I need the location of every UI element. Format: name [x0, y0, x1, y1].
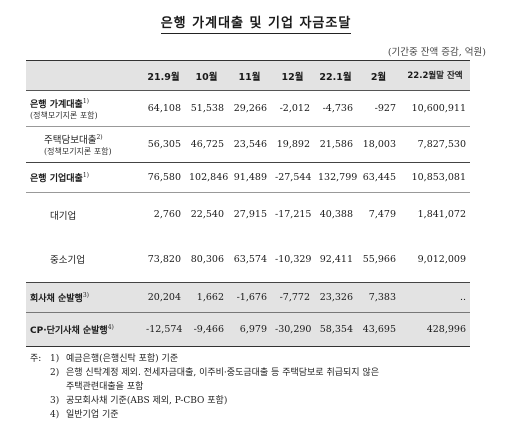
table-row-mortgage: 주택담보대출2) (정책모기지론 포함) 56,305 46,725 23,54…	[26, 127, 470, 163]
table-cell: 102,846	[189, 172, 228, 183]
table-cell: 27,915	[233, 209, 267, 221]
footnote-3: 3) 공모회사채 기준(ABS 제외, P-CBO 포함)	[50, 396, 228, 406]
footnote-2: 2) 은행 신탁계정 제외. 전세자금대출, 이주비·중도금대출 등 주택담보로…	[50, 368, 379, 392]
table-row-large-firms: 대기업 2,760 22,540 27,915 -17,215 40,388 7…	[26, 193, 470, 237]
table-cell: 7,383	[368, 292, 396, 303]
table-cell: 63,445	[362, 172, 396, 183]
footnote-4: 4) 일반기업 기준	[50, 410, 119, 420]
table-cell: -12,574	[146, 324, 183, 335]
table-cell: 132,799	[318, 172, 357, 183]
row-label: 주택담보대출2) (정책모기지론 포함)	[44, 133, 112, 156]
table-cell: 18,003	[362, 139, 396, 150]
row-label: 은행 기업대출1)	[30, 171, 89, 184]
table-cell: 92,411	[319, 253, 353, 265]
table-cell: 20,204	[147, 292, 181, 303]
table-row-corporate: 은행 기업대출1) 76,580 102,846 91,489 -27,544 …	[26, 163, 470, 193]
header-cell	[26, 60, 142, 91]
table-cell: 1,662	[196, 292, 224, 303]
unit-note: (기간중 잔액 증감, 억원)	[387, 47, 486, 58]
table-cell: 55,966	[362, 253, 396, 265]
table-cell: 73,820	[147, 253, 181, 265]
header-cell: 12월	[271, 60, 314, 91]
table-cell: -1,676	[236, 292, 267, 303]
table-row-corporate-bonds: 회사채 순발행3) 20,204 1,662 -1,676 -7,772 23,…	[26, 282, 470, 313]
header-cell: 11월	[228, 60, 271, 91]
table-cell: -10,329	[275, 253, 312, 265]
data-table: 21.9월 10월 11월 12월 22.1월 2월 22.2월말 잔액 은행 …	[26, 60, 470, 347]
header-cell: 22.1월	[314, 60, 357, 91]
table-cell: 428,996	[426, 324, 466, 335]
table-cell: -2,012	[279, 103, 310, 114]
table-cell: -7,772	[279, 292, 310, 303]
table-cell: -27,544	[275, 172, 312, 183]
table-cell: 23,546	[233, 139, 267, 150]
table-cell: 2,760	[153, 209, 181, 221]
table-cell: 76,580	[147, 172, 181, 183]
header-cell: 2월	[357, 60, 400, 91]
table-cell: 10,600,911	[411, 103, 466, 114]
table-cell: 9,012,009	[417, 253, 466, 265]
header-cell: 21.9월	[142, 60, 185, 91]
table-cell: 1,841,072	[417, 209, 466, 221]
table-cell: ..	[459, 292, 466, 303]
row-label: 은행 가계대출1) (정책모기지론 포함)	[30, 97, 98, 120]
table-cell: -30,290	[275, 324, 312, 335]
header-row: 21.9월 10월 11월 12월 22.1월 2월 22.2월말 잔액	[26, 60, 470, 91]
table-cell: 91,489	[233, 172, 267, 183]
table-cell: 40,388	[319, 209, 353, 221]
table-cell: 58,354	[319, 324, 353, 335]
table-cell: 21,586	[319, 139, 353, 150]
row-label: 대기업	[50, 210, 77, 222]
table-cell: 43,695	[362, 324, 396, 335]
table-row-cp: CP·단기사채 순발행4) -12,574 -9,466 6,979 -30,2…	[26, 312, 470, 347]
table-cell: 22,540	[190, 209, 224, 221]
table-row-sme: 중소기업 73,820 80,306 63,574 -10,329 92,411…	[26, 237, 470, 283]
row-label: CP·단기사채 순발행4)	[30, 323, 114, 336]
row-label: 회사채 순발행3)	[30, 291, 89, 304]
table-cell: 80,306	[190, 253, 224, 265]
table-cell: 19,892	[276, 139, 310, 150]
footnotes: 주: 1) 예금은행(은행신탁 포함) 기준 2) 은행 신탁계정 제외. 전세…	[30, 352, 490, 422]
table-cell: 7,827,530	[417, 139, 466, 150]
table-cell: 10,853,081	[411, 172, 466, 183]
table-row-household: 은행 가계대출1) (정책모기지론 포함) 64,108 51,538 29,2…	[26, 91, 470, 127]
table-cell: 46,725	[190, 139, 224, 150]
table-cell: -4,736	[322, 103, 353, 114]
table-cell: 29,266	[233, 103, 267, 114]
table-cell: -17,215	[275, 209, 312, 221]
table-cell: 6,979	[239, 324, 267, 335]
page-title: 은행 가계대출 및 기업 자금조달	[0, 12, 512, 34]
footnote-1: 주: 1) 예금은행(은행신탁 포함) 기준	[30, 354, 179, 364]
table-cell: 23,326	[319, 292, 353, 303]
table-cell: 7,479	[368, 209, 396, 221]
header-cell: 22.2월말 잔액	[400, 60, 470, 91]
table-cell: 51,538	[190, 103, 224, 114]
table-cell: -9,466	[193, 324, 224, 335]
row-label: 중소기업	[50, 255, 85, 267]
table-cell: 56,305	[147, 139, 181, 150]
table-cell: -927	[374, 103, 396, 114]
header-cell: 10월	[185, 60, 228, 91]
table-cell: 64,108	[147, 103, 181, 114]
table-cell: 63,574	[233, 253, 267, 265]
